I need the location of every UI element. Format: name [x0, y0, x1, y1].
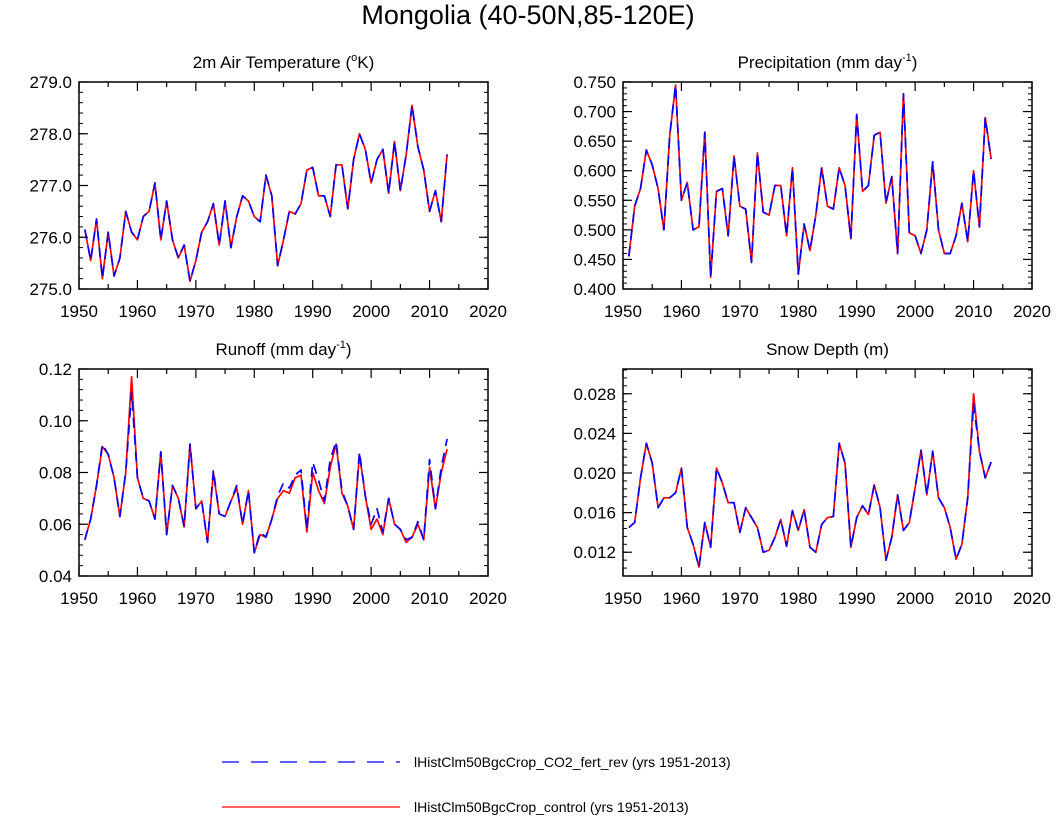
- x-tick-label: 2000: [352, 302, 390, 321]
- panel-title-runoff: Runoff (mm day-1): [215, 339, 351, 359]
- x-tick-label: 1990: [294, 589, 332, 608]
- series-line-control: [84, 104, 448, 283]
- x-tick-label: 2020: [1013, 589, 1051, 608]
- x-tick-label: 1950: [60, 589, 98, 608]
- panel-title-superscript: -1: [336, 339, 346, 351]
- panel-title-suffix: ): [912, 53, 918, 72]
- panel-title-text: 2m Air Temperature (: [193, 53, 352, 72]
- series-line-co2-fert-rev: [84, 104, 448, 283]
- x-tick-label: 1970: [177, 589, 215, 608]
- plot-frame: [622, 81, 1033, 290]
- x-tick-label: 1970: [721, 302, 759, 321]
- series-line-co2-fert-rev: [628, 402, 992, 568]
- series-line-co2-fert-rev: [84, 391, 448, 554]
- y-tick-label: 0.012: [573, 543, 616, 562]
- legend-label-control: lHistClm50BgcCrop_control (yrs 1951-2013…: [414, 799, 689, 815]
- x-tick-label: 2010: [411, 589, 449, 608]
- y-tick-label: 0.024: [573, 424, 616, 443]
- panel-title-text: Precipitation (mm day: [738, 53, 903, 72]
- x-tick-label: 1970: [721, 589, 759, 608]
- x-tick-label: 1960: [119, 589, 157, 608]
- panel-title-superscript: -1: [902, 52, 912, 64]
- series-line-control: [84, 375, 448, 554]
- panels: 2m Air Temperature (oK) 1950 1960 1970 1980 1…: [29, 52, 1050, 608]
- panel-snow-depth: Snow Depth (m) 1950 1960 1970 1980 1990 2000 20…: [573, 340, 1050, 608]
- y-tick-label: 0.750: [573, 73, 616, 92]
- y-tick-label: 0.450: [573, 250, 616, 269]
- panel-title-text: Snow Depth (m): [766, 340, 889, 359]
- panel-title-suffix: K): [357, 53, 374, 72]
- y-tick-label: 0.650: [573, 132, 616, 151]
- y-tick-label: 0.400: [573, 280, 616, 299]
- x-tick-label: 1950: [604, 302, 642, 321]
- panel-air-temperature: 2m Air Temperature (oK) 1950 1960 1970 1980 1…: [29, 52, 506, 321]
- y-tick-label: 0.600: [573, 162, 616, 181]
- y-tick-label: 275.0: [29, 280, 72, 299]
- legend: lHistClm50BgcCrop_CO2_fert_rev (yrs 1951…: [222, 754, 731, 815]
- x-tick-label: 1960: [119, 302, 157, 321]
- x-tick-label: 1960: [663, 589, 701, 608]
- plot-frame: [78, 368, 489, 577]
- y-tick-label: 0.550: [573, 191, 616, 210]
- x-tick-label: 1950: [60, 302, 98, 321]
- x-tick-label: 1980: [235, 589, 273, 608]
- x-tick-label: 2000: [896, 589, 934, 608]
- x-tick-label: 2010: [411, 302, 449, 321]
- y-tick-label: 0.500: [573, 221, 616, 240]
- y-tick-label: 0.04: [39, 567, 72, 586]
- x-tick-label: 2020: [1013, 302, 1051, 321]
- series-line-co2-fert-rev: [627, 84, 992, 279]
- panel-title-text: Runoff (mm day: [215, 340, 336, 359]
- y-tick-label: 0.06: [39, 515, 72, 534]
- x-tick-label: 2010: [955, 589, 993, 608]
- y-tick-label: 0.016: [573, 504, 616, 523]
- plot-frame: [622, 368, 1033, 577]
- x-tick-label: 2000: [352, 589, 390, 608]
- x-tick-label: 1990: [294, 302, 332, 321]
- x-tick-label: 1970: [177, 302, 215, 321]
- x-tick-label: 2000: [896, 302, 934, 321]
- figure-title: Mongolia (40-50N,85-120E): [361, 0, 694, 30]
- y-tick-label: 0.10: [39, 412, 72, 431]
- x-tick-label: 1990: [838, 302, 876, 321]
- panel-precipitation: Precipitation (mm day-1) 1950 1960 1970 1980…: [573, 52, 1050, 321]
- y-tick-label: 0.700: [573, 103, 616, 122]
- panel-title-superscript: o: [351, 52, 357, 64]
- y-tick-label: 277.0: [29, 177, 72, 196]
- x-tick-label: 1980: [235, 302, 273, 321]
- y-tick-label: 276.0: [29, 228, 72, 247]
- panel-title-air-temperature: 2m Air Temperature (oK): [193, 52, 375, 72]
- y-tick-label: 278.0: [29, 125, 72, 144]
- x-tick-label: 1960: [663, 302, 701, 321]
- x-tick-label: 2010: [955, 302, 993, 321]
- panel-title-snow-depth: Snow Depth (m): [766, 340, 889, 359]
- x-tick-label: 1990: [838, 589, 876, 608]
- y-tick-label: 0.08: [39, 464, 72, 483]
- y-tick-label: 0.020: [573, 464, 616, 483]
- x-tick-label: 1950: [604, 589, 642, 608]
- x-tick-label: 2020: [469, 589, 507, 608]
- x-tick-label: 1980: [779, 302, 817, 321]
- x-tick-label: 1980: [779, 589, 817, 608]
- y-tick-label: 279.0: [29, 73, 72, 92]
- panel-title-suffix: ): [346, 340, 352, 359]
- y-tick-label: 0.028: [573, 385, 616, 404]
- series-line-control: [628, 392, 992, 568]
- panel-runoff: Runoff (mm day-1) 1950 1960 1970 1980 1990 200…: [39, 339, 507, 608]
- panel-title-precipitation: Precipitation (mm day-1): [738, 52, 918, 72]
- legend-label-co2-fert-rev: lHistClm50BgcCrop_CO2_fert_rev (yrs 1951…: [414, 754, 731, 770]
- x-tick-label: 2020: [469, 302, 507, 321]
- y-tick-label: 0.12: [39, 360, 72, 379]
